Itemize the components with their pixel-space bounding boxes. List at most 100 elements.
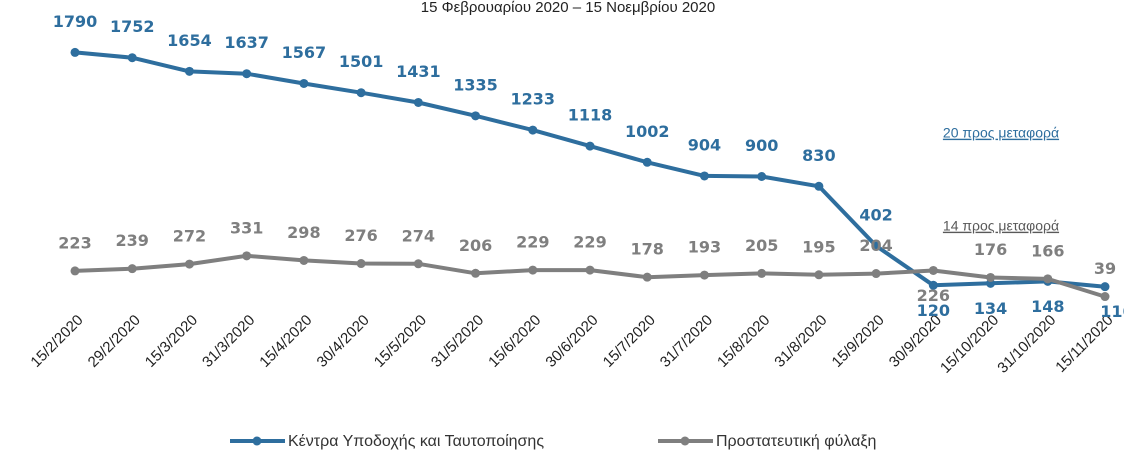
- point: [699, 270, 709, 280]
- data-label: 1002: [625, 122, 670, 141]
- data-label: 1790: [53, 12, 98, 31]
- data-label: 39: [1094, 259, 1116, 278]
- point: [642, 272, 652, 282]
- legend-label: Προστατευτική φύλαξη: [716, 433, 876, 450]
- data-label: 1335: [453, 75, 498, 94]
- data-label: 1567: [282, 43, 327, 62]
- data-label: 830: [802, 146, 835, 165]
- x-tick-label: 15/2/2020: [27, 312, 86, 371]
- x-tick-label: 30/9/2020: [886, 312, 945, 371]
- point: [1100, 282, 1110, 292]
- data-label: 1233: [511, 90, 556, 109]
- data-label: 223: [58, 233, 91, 252]
- data-label: 193: [688, 238, 721, 257]
- point: [871, 269, 881, 279]
- legend-marker: [680, 436, 690, 446]
- point: [471, 111, 481, 121]
- data-label: 900: [745, 136, 778, 155]
- point: [184, 66, 194, 76]
- point: [585, 141, 595, 151]
- data-label: 204: [859, 236, 892, 255]
- data-label: 206: [459, 236, 492, 255]
- x-tick-label: 15/3/2020: [142, 312, 201, 371]
- x-tick-label: 15/11/2020: [1052, 312, 1116, 376]
- x-tick-label: 30/6/2020: [542, 312, 601, 371]
- point: [528, 265, 538, 275]
- point: [871, 241, 881, 251]
- point: [699, 171, 709, 181]
- data-label: 205: [745, 236, 778, 255]
- x-tick-label: 31/5/2020: [428, 312, 487, 371]
- point: [928, 265, 938, 275]
- legend-label: Κέντρα Υποδοχής και Ταυτοποίησης: [288, 433, 544, 450]
- data-label: 1752: [110, 17, 155, 36]
- point: [814, 270, 824, 280]
- chart-subtitle: 15 Φεβρουαρίου 2020 – 15 Νοεμβρίου 2020: [421, 0, 715, 16]
- point: [928, 280, 938, 290]
- data-label: 1118: [568, 106, 613, 125]
- point: [814, 181, 824, 191]
- data-label: 331: [230, 218, 263, 237]
- x-tick-label: 31/7/2020: [657, 312, 716, 371]
- series-line: [74, 253, 1106, 299]
- data-label: 239: [116, 231, 149, 250]
- x-tick-label: 15/4/2020: [256, 312, 315, 371]
- data-label: 229: [516, 233, 549, 252]
- data-label: 134: [974, 299, 1007, 318]
- x-tick-label: 15/10/2020: [937, 312, 1002, 377]
- data-label: 272: [173, 227, 206, 246]
- data-label: 402: [859, 205, 892, 224]
- point: [299, 255, 309, 265]
- data-label: 904: [688, 135, 721, 154]
- data-label: 166: [1031, 241, 1064, 260]
- data-label: 1501: [339, 52, 384, 71]
- x-tick-label: 15/7/2020: [600, 312, 659, 371]
- x-tick-label: 31/8/2020: [771, 312, 830, 371]
- x-tick-label: 15/6/2020: [485, 312, 544, 371]
- data-label: 226: [917, 286, 950, 305]
- point: [471, 268, 481, 278]
- point: [986, 272, 996, 282]
- point: [184, 259, 194, 269]
- x-tick-label: 31/3/2020: [199, 312, 258, 371]
- data-label: 195: [802, 237, 835, 256]
- data-label: 148: [1031, 297, 1064, 316]
- legend-marker: [252, 436, 262, 446]
- point: [413, 259, 423, 269]
- data-label: 1654: [167, 31, 212, 50]
- point: [356, 259, 366, 269]
- data-label: 1431: [396, 62, 441, 81]
- point: [356, 88, 366, 98]
- point: [70, 266, 80, 276]
- point: [757, 172, 767, 181]
- point: [757, 268, 767, 278]
- data-label: 274: [402, 226, 435, 245]
- annotation: 20 προς μεταφορά: [943, 125, 1059, 141]
- data-label: 298: [287, 223, 320, 242]
- data-label: 1637: [224, 33, 269, 52]
- point: [642, 157, 652, 167]
- data-label: 178: [631, 240, 664, 259]
- point: [242, 69, 252, 79]
- point: [299, 78, 309, 88]
- x-tick-label: 30/4/2020: [314, 312, 373, 371]
- point: [242, 251, 252, 261]
- point: [127, 264, 137, 274]
- x-tick-label: 15/9/2020: [829, 312, 888, 371]
- x-tick-label: 31/10/2020: [994, 312, 1059, 377]
- point: [1100, 292, 1110, 302]
- annotation: 14 προς μεταφορά: [943, 218, 1059, 234]
- point: [1043, 274, 1053, 284]
- x-tick-label: 29/2/2020: [85, 312, 144, 371]
- point: [413, 97, 423, 107]
- point: [528, 125, 538, 135]
- x-tick-label: 15/5/2020: [371, 312, 430, 371]
- data-label: 110: [1100, 302, 1124, 321]
- point: [127, 53, 137, 63]
- point: [70, 47, 80, 57]
- data-label: 120: [917, 301, 950, 320]
- data-label: 229: [573, 233, 606, 252]
- data-label: 276: [344, 226, 377, 245]
